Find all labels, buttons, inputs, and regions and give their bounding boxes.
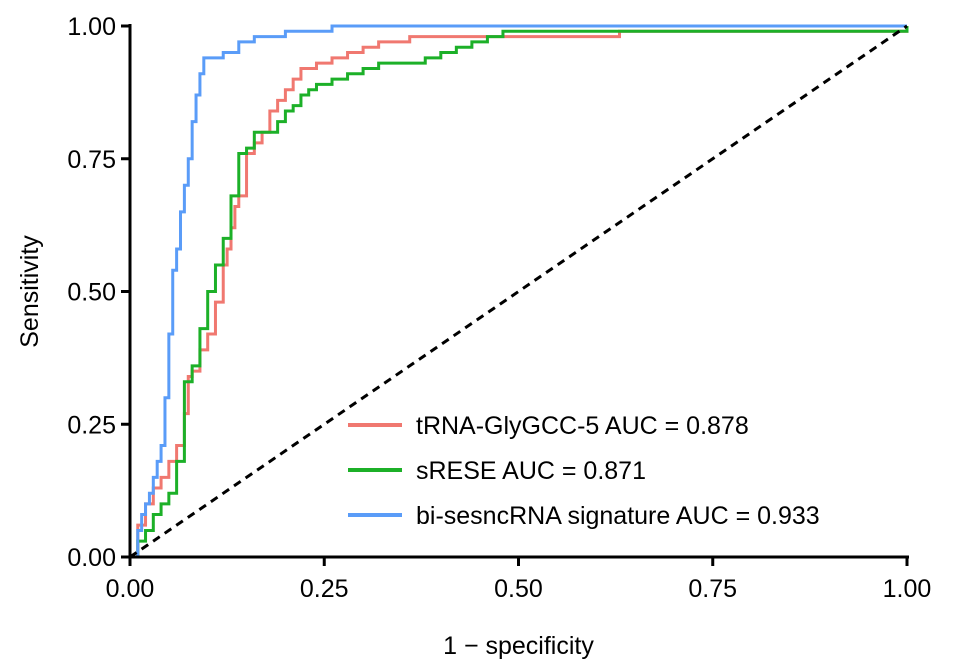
plot-area <box>129 24 909 559</box>
roc-curve-srese <box>130 26 909 559</box>
x-axis-title: 1 − specificity <box>443 632 594 660</box>
y-tick-label: 0.75 <box>67 146 116 174</box>
legend-label: sRESE AUC = 0.871 <box>416 457 646 485</box>
roc-curve-bi-sesncrna-signature <box>130 24 907 559</box>
legend: tRNA-GlyGCC-5 AUC = 0.878 sRESE AUC = 0.8… <box>348 412 820 530</box>
y-tick-label: 1.00 <box>67 13 116 41</box>
y-tick-label: 0.50 <box>67 279 116 307</box>
x-tick-label: 1.00 <box>883 575 932 603</box>
y-axis-title: Sensitivity <box>16 235 44 348</box>
reference-diagonal-line <box>129 24 908 559</box>
x-tick-label: 0.25 <box>300 575 349 603</box>
x-tick-label: 0.50 <box>494 575 543 603</box>
legend-label: bi-sesncRNA signature AUC = 0.933 <box>416 502 820 530</box>
x-tick-label: 0.00 <box>106 575 155 603</box>
x-tick-label: 0.75 <box>688 575 737 603</box>
axes: 0.00 0.25 0.50 0.75 1.00 0.00 0.25 0.50 0.75 1.00… <box>16 13 931 660</box>
y-tick-label: 0.25 <box>67 411 116 439</box>
y-tick-label: 0.00 <box>67 544 116 572</box>
legend-label: tRNA-GlyGCC-5 AUC = 0.878 <box>416 412 749 440</box>
